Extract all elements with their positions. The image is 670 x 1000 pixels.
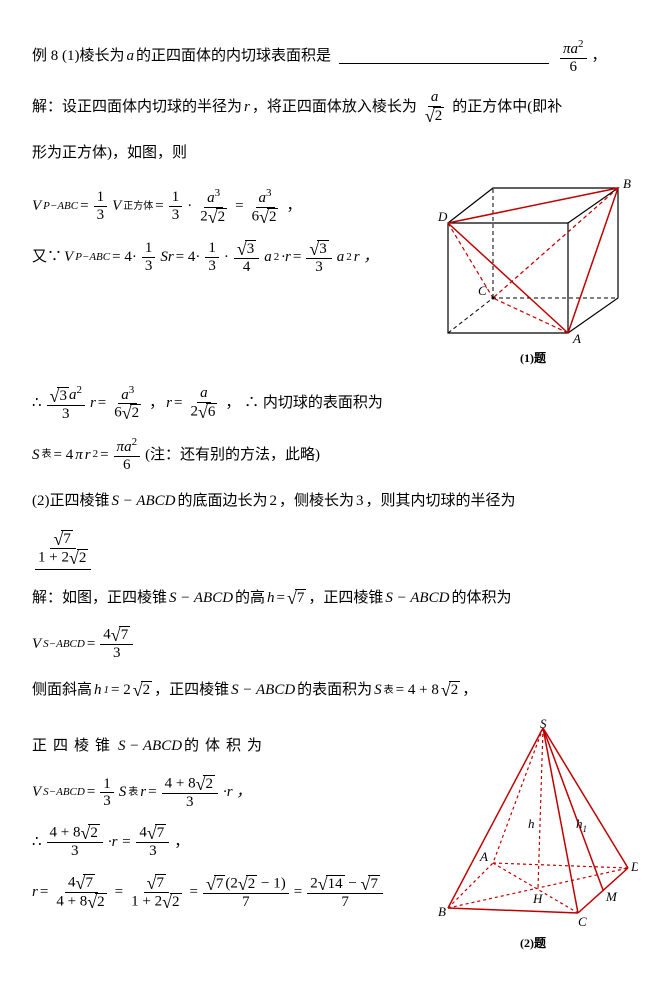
equation-2: 又∵ VP−ABC = 4· 13 Sr = 4· 13 · √34 a2 ·r…: [32, 240, 418, 276]
svg-text:M: M: [605, 889, 618, 904]
text: 例 8 (1)棱长为: [32, 42, 125, 71]
cube-diagram: D B C A: [428, 173, 638, 343]
solution-2-line-1: 解：如图，正四棱锥 S − ABCD 的高 h = √7 ，正四棱锥 S − A…: [32, 584, 638, 613]
sup: 2: [578, 38, 584, 50]
svg-text:C: C: [478, 283, 487, 298]
num: πa: [563, 41, 578, 57]
equation-7: ∴ 4 + 8√23 ·r = 4√73 ，: [32, 824, 418, 860]
arg: 2: [433, 107, 445, 125]
svg-text:A: A: [572, 331, 581, 343]
equation-5: VS−ABCD = 4√73: [32, 626, 638, 662]
solution-2-line-2: 侧面斜高 h1 = 2 √2 ，正四棱锥 S − ABCD 的表面积为 S表 =…: [32, 676, 638, 705]
pyramid-diagram: S A B C D H M h h1: [428, 718, 638, 928]
frac: a √2: [422, 89, 447, 125]
var-a: a: [127, 42, 135, 71]
answer-2: √7 1 + 2√2: [32, 530, 638, 570]
figure-2: S A B C D H M h h1 (2)题: [428, 718, 638, 955]
note: (注：还有别的方法，此略): [145, 441, 320, 470]
V: V: [32, 192, 41, 221]
problem-2-statement: (2)正四棱锥 S − ABCD 的底面边长为 2 ，侧棱长为 3 ，则其内切球…: [32, 487, 638, 516]
solution-1-line-1: 解：设正四面体内切球的半径为 r ，将正四面体放入棱长为 a √2 的正方体中(…: [32, 89, 638, 125]
svg-text:A: A: [479, 849, 488, 864]
blank-line: [339, 49, 549, 64]
svg-text:D: D: [437, 209, 448, 224]
svg-text:B: B: [438, 904, 446, 919]
text: 的正四面体的内切球表面积是: [136, 42, 331, 71]
eq: =: [80, 192, 88, 221]
var-r: r: [244, 93, 250, 122]
svg-text:H: H: [532, 891, 543, 906]
den: 6: [567, 59, 581, 76]
text: ，将正四面体放入棱长为: [252, 93, 417, 122]
svg-text:h: h: [528, 816, 535, 831]
figure-1: D B C A (1)题: [428, 173, 638, 370]
figure-1-caption: (1)题: [428, 347, 638, 370]
sub: P−ABC: [43, 196, 78, 217]
equation-3: ∴ √3a23 r = a36√2 ， r = a2√6 ， ∴ 内切球的表面积…: [32, 384, 638, 423]
solution-1-line-2: 形为正方体)，如图，则: [32, 139, 638, 168]
block-2: 正四棱锥 S − ABCD 的体积为 VS−ABCD = 13 S表 r = 4…: [32, 718, 638, 955]
answer-1: πa2 6: [560, 38, 587, 75]
comma: ，: [592, 42, 607, 71]
text: 的正方体中(即补: [452, 93, 562, 122]
svg-text:D: D: [630, 859, 638, 874]
equation-6: VS−ABCD = 13 S表 r = 4 + 8√23 ·r ，: [32, 775, 418, 811]
text: 解：设正四面体内切球的半径为: [32, 93, 242, 122]
num: a: [428, 89, 442, 107]
svg-text:B: B: [623, 176, 631, 191]
equation-4: S表 = 4πr2 = πa26 (注：还有别的方法，此略): [32, 436, 638, 473]
text: 形为正方体)，如图，则: [32, 139, 187, 168]
figure-2-caption: (2)题: [428, 932, 638, 955]
equation-8: r = 4√74 + 8√2 = √71 + 2√2 = √7(2√2 − 1)…: [32, 874, 418, 911]
problem-1-statement: 例 8 (1)棱长为 a 的正四面体的内切球表面积是 πa2 6 ，: [32, 38, 638, 75]
equation-1: VP−ABC = 13 V正方体 = 13 · a32√2 = a36√2 ，: [32, 187, 418, 226]
block-1: VP−ABC = 13 V正方体 = 13 · a32√2 = a36√2 ， …: [32, 173, 638, 370]
svg-text:C: C: [578, 914, 587, 928]
solution-2-line-3: 正四棱锥 S − ABCD 的体积为: [32, 732, 418, 761]
svg-text:S: S: [540, 718, 547, 731]
